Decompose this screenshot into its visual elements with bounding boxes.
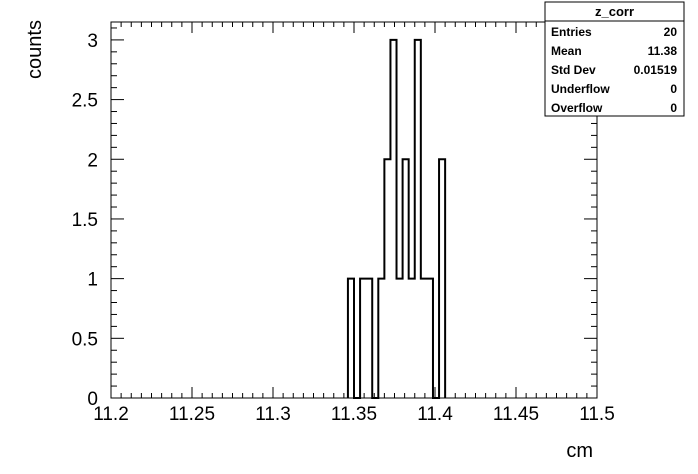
stats-box: z_corr Entries 20 Mean 11.38 Std Dev 0.01519 U… [544, 1, 685, 117]
histogram-bin [390, 40, 396, 398]
stats-row-value: 20 [664, 25, 678, 39]
stats-row-label: Overflow [551, 101, 603, 115]
histogram-bin [348, 279, 354, 398]
x-tick-label: 11.3 [255, 404, 291, 425]
histogram-bin [366, 279, 372, 398]
histogram-bin [403, 159, 409, 398]
stats-row-label: Entries [551, 25, 592, 39]
stats-row-value: 0 [670, 101, 677, 115]
histogram-bin [360, 279, 366, 398]
y-tick-label: 0.5 [72, 329, 98, 350]
x-tick-label: 11.45 [493, 404, 539, 425]
x-tick-label: 11.5 [579, 404, 615, 425]
y-tick-label: 2.5 [72, 91, 98, 112]
x-tick-label: 11.4 [417, 404, 453, 425]
stats-row-label: Underflow [551, 82, 610, 96]
stats-row-value: 11.38 [648, 44, 678, 58]
y-tick-label: 0 [87, 389, 98, 410]
histogram-bin [409, 279, 415, 398]
y-axis-label: counts [24, 20, 46, 79]
y-tick-label: 3 [87, 31, 98, 52]
y-tick-label: 2 [87, 150, 98, 171]
histogram-bin [415, 40, 421, 398]
histogram-bin [378, 279, 384, 398]
x-tick-label: 11.35 [331, 404, 377, 425]
histogram-outline [346, 38, 447, 399]
stats-box-title: z_corr [595, 4, 634, 19]
histogram-bin [427, 279, 433, 398]
stats-row-value: 0.01519 [634, 63, 678, 77]
histogram-bin [397, 279, 403, 398]
y-tick-label: 1.5 [72, 210, 98, 231]
stats-row-value: 0 [670, 82, 677, 96]
histogram-bin [439, 159, 445, 398]
histogram-bin [421, 279, 427, 398]
x-axis-label: cm [566, 440, 593, 462]
x-tick-label: 11.25 [169, 404, 215, 425]
histogram-bin [384, 159, 390, 398]
stats-row-label: Std Dev [551, 63, 596, 77]
stats-row-label: Mean [551, 44, 582, 58]
x-tick-label: 11.2 [93, 404, 129, 425]
y-tick-label: 1 [87, 270, 98, 291]
